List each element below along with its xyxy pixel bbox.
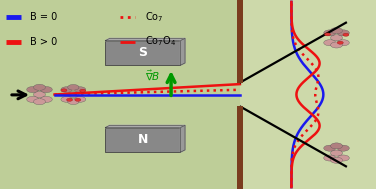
Text: B > 0: B > 0 [30, 37, 57, 46]
Circle shape [343, 33, 349, 36]
Circle shape [324, 155, 336, 161]
Circle shape [331, 42, 343, 48]
Text: Co$_7$: Co$_7$ [145, 10, 164, 24]
Text: N: N [138, 133, 148, 146]
Polygon shape [105, 38, 185, 41]
Text: B = 0: B = 0 [30, 12, 57, 22]
Circle shape [33, 84, 45, 90]
FancyBboxPatch shape [105, 128, 180, 152]
Text: S: S [138, 46, 147, 59]
Circle shape [337, 41, 343, 44]
Circle shape [80, 89, 86, 92]
Circle shape [33, 99, 45, 105]
Circle shape [337, 30, 349, 36]
Circle shape [324, 145, 336, 151]
Circle shape [27, 96, 39, 102]
Circle shape [331, 157, 343, 163]
Polygon shape [105, 125, 185, 128]
Text: Co$_7$O$_4$: Co$_7$O$_4$ [145, 35, 176, 49]
Bar [237, 106, 243, 189]
Circle shape [324, 33, 331, 36]
Bar [0, 0, 240, 189]
Circle shape [331, 35, 343, 41]
Circle shape [324, 30, 336, 36]
Circle shape [74, 97, 86, 102]
Circle shape [68, 84, 79, 90]
Circle shape [61, 89, 67, 92]
Circle shape [33, 91, 45, 98]
Circle shape [324, 40, 336, 46]
Circle shape [68, 92, 79, 97]
Circle shape [331, 150, 343, 156]
Polygon shape [180, 125, 185, 152]
Text: $\vec{\nabla}B$: $\vec{\nabla}B$ [144, 68, 160, 82]
Circle shape [337, 40, 349, 46]
Circle shape [27, 87, 39, 93]
Circle shape [61, 87, 72, 92]
Circle shape [68, 99, 79, 105]
Circle shape [331, 143, 343, 149]
Circle shape [337, 155, 349, 161]
Circle shape [61, 97, 72, 102]
Polygon shape [180, 38, 185, 65]
Bar [237, 0, 243, 83]
Circle shape [40, 87, 52, 93]
Circle shape [337, 145, 349, 151]
Circle shape [74, 87, 86, 92]
Circle shape [67, 98, 73, 101]
Bar [240, 0, 376, 189]
Circle shape [40, 96, 52, 102]
FancyBboxPatch shape [105, 41, 180, 65]
Circle shape [75, 98, 81, 101]
Circle shape [331, 28, 343, 34]
